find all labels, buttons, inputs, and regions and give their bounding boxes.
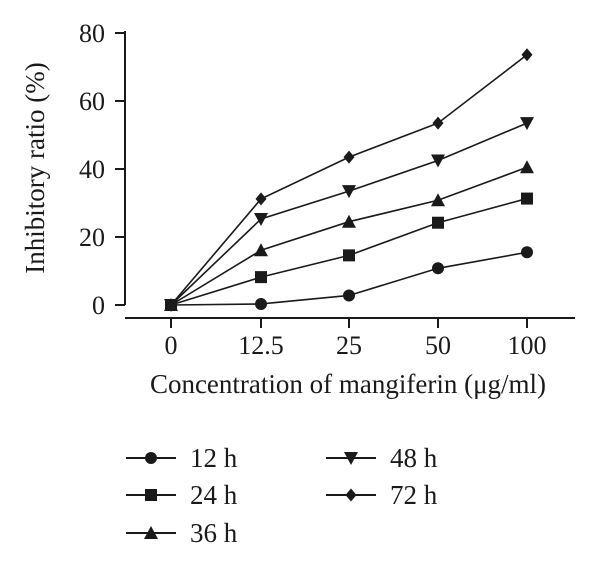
series-36h bbox=[164, 160, 534, 311]
y-tick-label: 20 bbox=[79, 223, 105, 252]
data-point bbox=[521, 246, 533, 259]
data-point bbox=[255, 297, 267, 310]
data-point bbox=[342, 214, 356, 228]
series-72h bbox=[165, 48, 533, 312]
x-tick-label: 12.5 bbox=[238, 331, 284, 360]
legend-marker bbox=[145, 489, 157, 501]
legend-label: 72 h bbox=[390, 480, 438, 510]
legend-marker bbox=[345, 488, 357, 502]
legend-marker bbox=[344, 452, 358, 465]
data-point bbox=[254, 243, 268, 257]
x-tick-label: 50 bbox=[425, 331, 451, 360]
data-point bbox=[521, 192, 533, 205]
legend-item: 36 h bbox=[126, 518, 238, 548]
data-point bbox=[165, 298, 177, 312]
x-tick-label: 100 bbox=[508, 331, 547, 360]
axes: 0 20 40 60 80 0 12.5 25 50 100 bbox=[79, 19, 575, 360]
data-point bbox=[343, 150, 355, 164]
legend-label: 24 h bbox=[190, 480, 238, 510]
legend: 12 h 24 h 36 h 48 h 72 h bbox=[126, 443, 438, 548]
x-tick-label: 25 bbox=[336, 331, 362, 360]
series-layer bbox=[164, 48, 534, 312]
y-tick-label: 60 bbox=[79, 87, 105, 116]
data-point bbox=[520, 117, 534, 131]
data-point bbox=[254, 212, 268, 226]
data-point bbox=[520, 160, 534, 174]
data-point bbox=[431, 154, 445, 168]
y-tick-label: 0 bbox=[92, 291, 105, 320]
legend-marker bbox=[145, 452, 157, 464]
legend-item: 24 h bbox=[126, 480, 238, 510]
x-tick-label: 0 bbox=[165, 331, 178, 360]
x-axis-label: Concentration of mangiferin (μg/ml) bbox=[150, 369, 546, 399]
legend-label: 48 h bbox=[390, 443, 438, 473]
data-point bbox=[343, 249, 355, 262]
legend-item: 72 h bbox=[326, 480, 438, 510]
data-point bbox=[255, 271, 267, 284]
legend-marker bbox=[144, 526, 158, 539]
legend-item: 12 h bbox=[126, 443, 238, 473]
legend-label: 12 h bbox=[190, 443, 238, 473]
series-48h bbox=[164, 117, 534, 312]
legend-item: 48 h bbox=[326, 443, 438, 473]
data-point bbox=[255, 192, 267, 206]
data-point bbox=[432, 116, 444, 130]
series-line bbox=[170, 54, 528, 306]
series-line bbox=[170, 122, 528, 306]
data-point bbox=[342, 185, 356, 199]
y-tick-label: 80 bbox=[79, 19, 105, 48]
data-point bbox=[432, 262, 444, 275]
data-point bbox=[521, 48, 533, 62]
y-tick-label: 40 bbox=[79, 155, 105, 184]
y-axis-label: Inhibitory ratio (%) bbox=[20, 62, 50, 273]
data-point bbox=[343, 289, 355, 302]
data-point bbox=[432, 216, 444, 229]
legend-label: 36 h bbox=[190, 518, 238, 548]
data-point bbox=[431, 193, 445, 207]
